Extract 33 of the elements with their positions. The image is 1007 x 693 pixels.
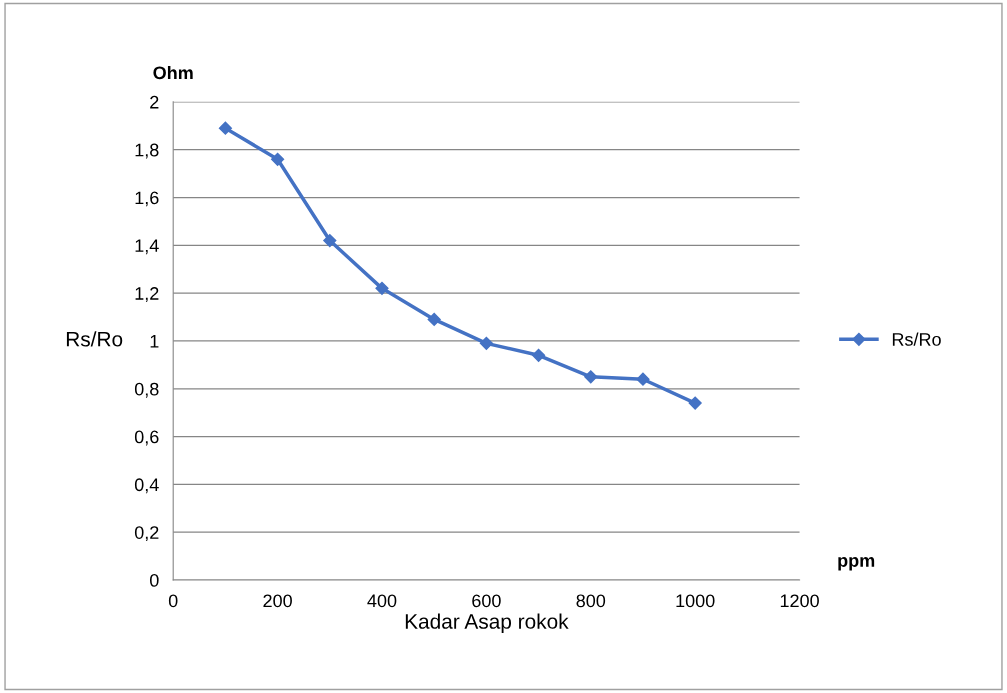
y-axis-title: Rs/Ro bbox=[66, 331, 123, 347]
point bbox=[427, 312, 441, 327]
legend-label: Rs/Ro bbox=[892, 332, 941, 346]
x-axis-title: Kadar Asap rokok bbox=[405, 613, 569, 633]
y-tick-label: 1,6 bbox=[135, 191, 159, 207]
text: ppm bbox=[838, 556, 875, 571]
x-tick-label: 800 bbox=[576, 594, 606, 608]
point bbox=[584, 370, 598, 384]
point bbox=[218, 121, 232, 135]
y-tick-label: 0,2 bbox=[134, 526, 159, 542]
y-tick-label: 0,6 bbox=[134, 430, 159, 446]
point bbox=[271, 152, 285, 166]
x-tick-label: 600 bbox=[472, 594, 501, 608]
point bbox=[636, 372, 650, 386]
x-tick-label: 200 bbox=[263, 594, 292, 608]
point bbox=[479, 336, 493, 350]
y-tick-label: 1,4 bbox=[135, 239, 159, 255]
x-tick-label: 1200 bbox=[780, 594, 819, 608]
y-tick-label: 1,8 bbox=[135, 143, 159, 159]
point bbox=[375, 281, 389, 295]
y-tick-label: 2 bbox=[150, 95, 159, 109]
x-tick-label: 400 bbox=[367, 594, 397, 608]
y-tick-label: 0,8 bbox=[134, 382, 159, 398]
point bbox=[323, 233, 337, 248]
y-tick-label: 1 bbox=[150, 335, 159, 348]
point bbox=[688, 396, 702, 410]
text: Ohm bbox=[153, 65, 193, 80]
y-tick-label: 0,4 bbox=[134, 478, 159, 494]
x-tick-label: 1000 bbox=[676, 594, 715, 608]
y-tick-label: 1,2 bbox=[135, 287, 159, 302]
y-tick-label: 0 bbox=[149, 573, 159, 587]
point bbox=[531, 348, 546, 362]
x-tick-label: 0 bbox=[168, 594, 178, 608]
